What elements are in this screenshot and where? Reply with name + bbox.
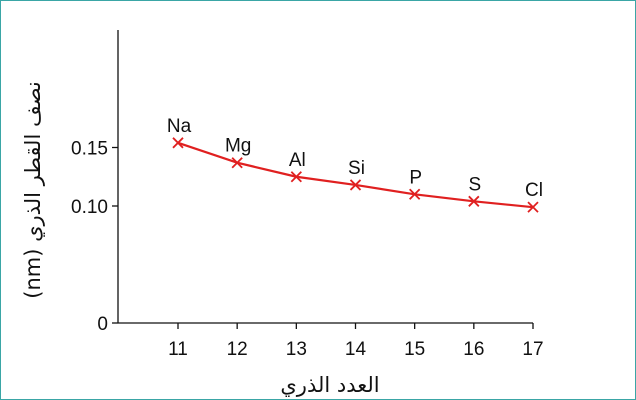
point-label: Si — [348, 158, 365, 179]
point-labels: Na Mg Al Si P S Cl — [167, 116, 543, 201]
y-tick-label: 0 — [97, 314, 108, 335]
y-ticks: 0 0.10 0.15 — [71, 139, 118, 335]
x-ticks: 11 12 13 14 15 16 17 — [168, 323, 544, 360]
point-label: Cl — [525, 180, 543, 201]
data-point-marker — [527, 201, 539, 213]
x-tick-label: 14 — [345, 339, 367, 360]
x-tick-label: 11 — [168, 339, 188, 360]
point-label: S — [468, 174, 481, 195]
x-tick-label: 17 — [522, 339, 543, 360]
y-tick-label: 0.15 — [71, 139, 108, 160]
markers — [172, 137, 539, 213]
x-axis-title: العدد الذري — [280, 373, 379, 397]
x-tick-label: 13 — [286, 339, 307, 360]
data-point-marker — [172, 137, 184, 149]
point-label: Na — [167, 116, 192, 137]
axes — [117, 30, 533, 324]
data-point-marker — [409, 188, 421, 200]
data-point-marker — [468, 195, 480, 207]
data-point-marker — [231, 157, 243, 169]
point-label: Mg — [225, 136, 251, 157]
point-label: P — [409, 167, 422, 188]
data-point-marker — [290, 171, 302, 183]
y-tick-label: 0.10 — [71, 197, 108, 218]
x-tick-label: 12 — [227, 339, 248, 360]
x-tick-label: 16 — [463, 339, 484, 360]
y-axis-title: نصف القطر الذري (nm) — [21, 81, 45, 299]
data-point-marker — [349, 179, 362, 191]
point-label: Al — [289, 150, 306, 171]
x-tick-label: 15 — [404, 339, 425, 360]
